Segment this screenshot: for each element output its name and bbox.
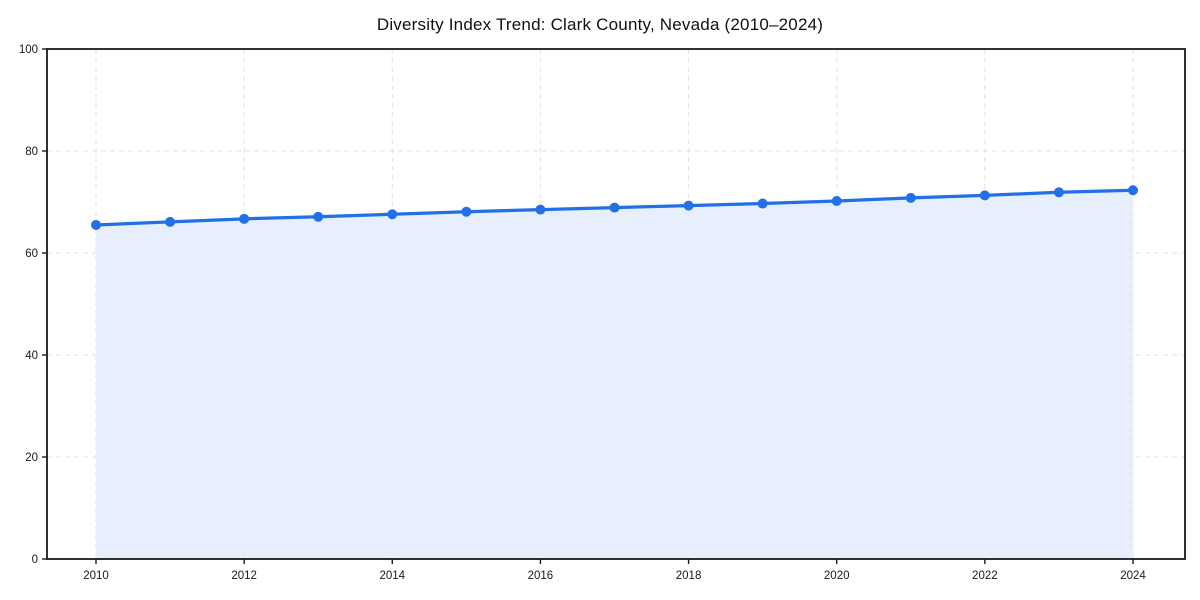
chart-title: Diversity Index Trend: Clark County, Nev… xyxy=(376,15,824,34)
data-point xyxy=(683,200,694,211)
data-point xyxy=(1053,187,1064,198)
area-fill xyxy=(96,190,1133,559)
x-tick-label: 2016 xyxy=(528,570,554,582)
x-tick-label: 2022 xyxy=(972,570,998,582)
data-point xyxy=(831,195,842,206)
y-tick-label: 40 xyxy=(25,350,38,362)
data-point xyxy=(757,198,768,209)
data-point xyxy=(1128,185,1138,196)
y-tick-label: 60 xyxy=(25,248,38,260)
data-point xyxy=(461,206,472,217)
data-point xyxy=(239,213,250,224)
data-point xyxy=(609,202,620,213)
data-point xyxy=(313,211,324,222)
x-tick-label: 2020 xyxy=(824,570,850,582)
y-tick-label: 80 xyxy=(25,146,38,158)
y-tick-label: 0 xyxy=(32,554,38,566)
data-point xyxy=(165,216,176,227)
x-tick-label: 2018 xyxy=(676,570,702,582)
plot-border xyxy=(46,48,1186,560)
data-point xyxy=(91,219,101,230)
x-tick-label: 2014 xyxy=(379,570,405,582)
y-tick-label: 100 xyxy=(19,44,38,56)
y-tick-label: 20 xyxy=(25,452,38,464)
data-point xyxy=(905,192,916,203)
x-tick-label: 2024 xyxy=(1120,570,1146,582)
data-point xyxy=(387,209,398,220)
x-tick-label: 2010 xyxy=(83,570,109,582)
data-point xyxy=(535,204,546,215)
x-tick-label: 2012 xyxy=(231,570,257,582)
data-point xyxy=(979,190,990,201)
